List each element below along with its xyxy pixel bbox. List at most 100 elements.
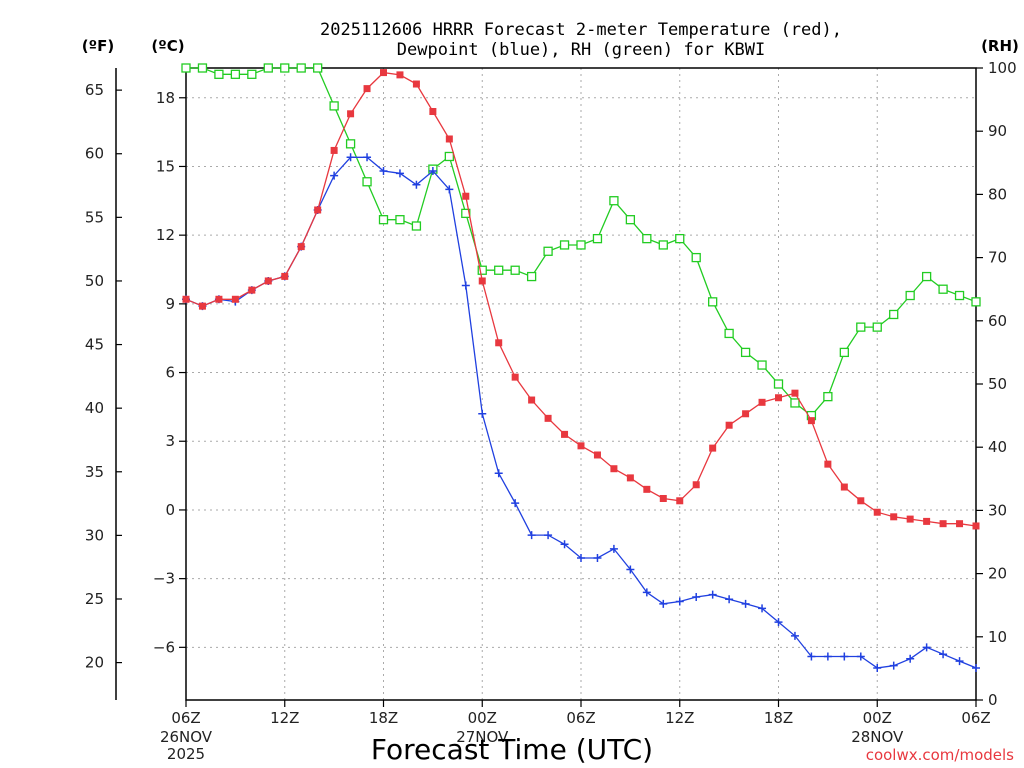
- celsius-tick-label: 6: [165, 364, 175, 382]
- temperature-point: [182, 295, 190, 303]
- temperature-point: [511, 373, 519, 381]
- rh-point: [691, 252, 701, 263]
- temperature-point: [577, 442, 585, 450]
- dewpoint-point: [840, 652, 849, 661]
- rh-point: [247, 69, 257, 79]
- rh-point: [724, 328, 734, 339]
- rh-point: [905, 290, 915, 301]
- temperature-point: [380, 69, 387, 77]
- temperature-point: [939, 520, 947, 528]
- time-tick-label: 12Z: [270, 709, 299, 727]
- temperature-point: [873, 508, 881, 516]
- rh-point: [411, 221, 422, 231]
- fahrenheit-tick-label: 55: [85, 208, 104, 226]
- time-tick-label: 18Z: [369, 709, 398, 727]
- temperature-point: [643, 485, 651, 493]
- rh-point: [494, 265, 504, 275]
- rh-point: [708, 297, 718, 307]
- rh-tick-label: 80: [988, 185, 1007, 203]
- temperature-point: [956, 520, 964, 528]
- dewpoint-point: [659, 599, 668, 608]
- axes: [115, 67, 977, 701]
- celsius-tick-label: 18: [156, 89, 175, 107]
- temperature-point: [412, 80, 420, 88]
- rh-point: [181, 63, 191, 73]
- chart-title-line2: Dewpoint (blue), RH (green) for KBWI: [397, 40, 765, 60]
- temperature-point: [742, 410, 750, 418]
- dewpoint-point: [346, 153, 355, 162]
- rh-point: [839, 347, 849, 358]
- fahrenheit-tick-label: 25: [85, 590, 104, 608]
- temperature-point: [626, 474, 634, 482]
- rh-point: [872, 322, 882, 332]
- dewpoint-point: [790, 631, 799, 640]
- dewpoint-point: [395, 169, 404, 178]
- rh-point: [740, 347, 751, 358]
- rh-series: [181, 63, 981, 421]
- temperature-point: [429, 108, 437, 116]
- dewpoint-point: [544, 531, 553, 540]
- temperature-point: [890, 513, 898, 521]
- temperature-point: [264, 277, 272, 285]
- temperature-point: [330, 146, 338, 154]
- dewpoint-point: [428, 167, 437, 176]
- rh-tick-label: 30: [988, 501, 1007, 519]
- rh-point: [921, 271, 932, 282]
- fahrenheit-tick-label: 65: [85, 81, 104, 99]
- rh-tick-label: 70: [988, 249, 1007, 267]
- dewpoint-point: [939, 650, 948, 659]
- temperature-point: [297, 243, 305, 251]
- temperature-point: [478, 277, 486, 285]
- dewpoint-point: [807, 652, 816, 661]
- celsius-tick-label: −6: [153, 638, 175, 656]
- dewpoint-point: [412, 180, 421, 189]
- plot-frame: [185, 67, 977, 701]
- rh-point: [592, 233, 603, 244]
- rh-point: [296, 63, 306, 73]
- temperature-point: [593, 451, 601, 459]
- temperature-point: [692, 481, 700, 489]
- dewpoint-point: [758, 604, 767, 613]
- year-label: 2025: [167, 745, 205, 763]
- date-label: 28NOV: [851, 728, 904, 746]
- rh-tick-label: 100: [988, 59, 1017, 77]
- temperature-point: [659, 494, 667, 502]
- dewpoint-point: [889, 661, 898, 670]
- rh-tick-label: 20: [988, 565, 1007, 583]
- rh-tick-label: 10: [988, 628, 1007, 646]
- time-tick-label: 00Z: [468, 709, 497, 727]
- rh-point: [790, 398, 800, 408]
- rh-point: [856, 322, 866, 332]
- dewpoint-point: [445, 185, 454, 194]
- temperature-point: [972, 522, 980, 530]
- temperature-point: [396, 71, 404, 79]
- celsius-tick-label: −3: [153, 570, 175, 588]
- celsius-tick-label: 3: [165, 432, 175, 450]
- temperature-point: [462, 192, 470, 200]
- rh-point: [543, 246, 553, 256]
- fahrenheit-tick-label: 40: [85, 399, 104, 417]
- celsius-tick-label: 12: [156, 226, 175, 244]
- temperature-point: [495, 339, 503, 347]
- fahrenheit-tick-label: 45: [85, 336, 104, 354]
- gridlines: [186, 68, 976, 700]
- time-tick-label: 06Z: [961, 709, 990, 727]
- chart-title-line1: 2025112606 HRRR Forecast 2-meter Tempera…: [320, 20, 842, 40]
- temperature-point: [857, 497, 865, 505]
- temperature-point: [807, 417, 815, 425]
- dewpoint-point: [856, 652, 865, 661]
- dewpoint-point: [609, 544, 618, 553]
- fahrenheit-tick-label: 60: [85, 145, 104, 163]
- dewpoint-point: [708, 590, 717, 599]
- temperature-series: [182, 69, 980, 530]
- temperature-point: [198, 302, 206, 310]
- rh-point: [938, 284, 948, 294]
- unit-label-fahrenheit: (ºF): [82, 37, 114, 55]
- dewpoint-point: [823, 652, 832, 661]
- temperature-point: [758, 398, 766, 406]
- celsius-tick-label: 0: [165, 501, 175, 519]
- temperature-point: [281, 272, 289, 280]
- rh-tick-label: 50: [988, 375, 1007, 393]
- rh-point: [214, 69, 224, 79]
